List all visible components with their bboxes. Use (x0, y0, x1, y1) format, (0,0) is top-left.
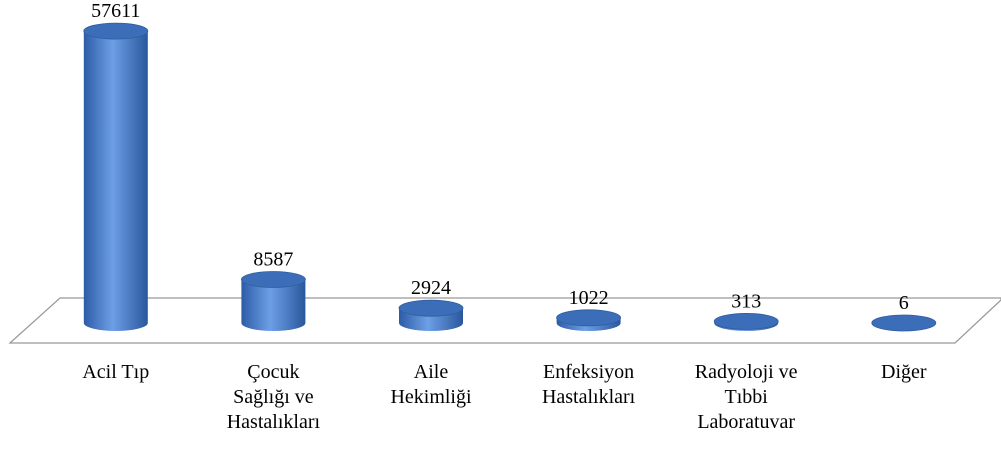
x-tick-label: Enfeksiyon Hastalıkları (541, 361, 636, 408)
cylinder-body (241, 279, 306, 331)
cylinder-top (713, 313, 779, 330)
value-label: 2924 (411, 277, 451, 299)
cylinder (398, 299, 464, 331)
floor (8, 297, 1001, 344)
value-label: 1022 (569, 287, 609, 309)
cylinder-top (240, 271, 306, 288)
x-tick-label: Radyoloji ve Tıbbi Laboratuvar (694, 361, 798, 433)
x-tick-label: Acil Tıp (82, 361, 150, 383)
cylinder-top (871, 314, 937, 332)
cylinder (871, 314, 937, 332)
cylinder-top (398, 299, 464, 317)
cylinder (240, 271, 306, 331)
x-tick-label: Aile Hekimliği (390, 361, 472, 408)
value-label: 57611 (91, 0, 140, 22)
cylinder (713, 313, 779, 331)
value-label: 8587 (253, 248, 293, 270)
cylinder-top (83, 22, 149, 40)
value-label: 6 (899, 292, 909, 314)
x-tick-label: Çocuk Sağlığı ve Hastalıkları (226, 361, 321, 433)
x-tick-label: Diğer (881, 361, 927, 383)
value-label: 313 (731, 290, 761, 312)
cylinder-body (83, 31, 148, 331)
cylinder (556, 309, 621, 331)
cylinder (83, 22, 149, 331)
cylinder-top (556, 309, 621, 327)
